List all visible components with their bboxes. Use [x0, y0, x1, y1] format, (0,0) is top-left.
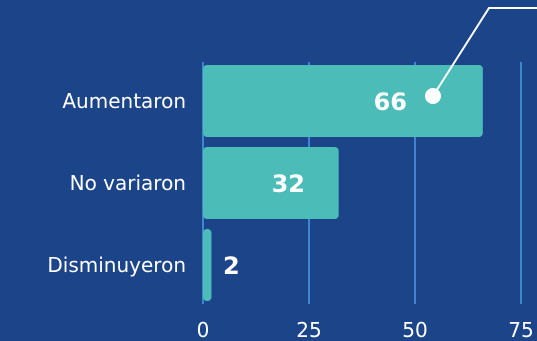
category-label: No variaron: [70, 171, 186, 195]
callout-leader-line: [432, 7, 537, 97]
value-label: 2: [223, 252, 240, 280]
value-label: 32: [272, 170, 305, 198]
x-tick-label: 75: [508, 318, 533, 341]
category-label: Aumentaron: [62, 89, 186, 113]
x-tick-label: 25: [296, 318, 321, 341]
value-label: 66: [374, 88, 407, 116]
bar-no-variaron: [203, 147, 339, 219]
bar-disminuyeron: [203, 229, 212, 301]
callout-dot: [425, 88, 441, 104]
x-tick-label: 50: [402, 318, 427, 341]
bar-aumentaron: [203, 65, 483, 137]
x-tick-label: 0: [197, 318, 210, 341]
category-label: Disminuyeron: [47, 253, 186, 277]
